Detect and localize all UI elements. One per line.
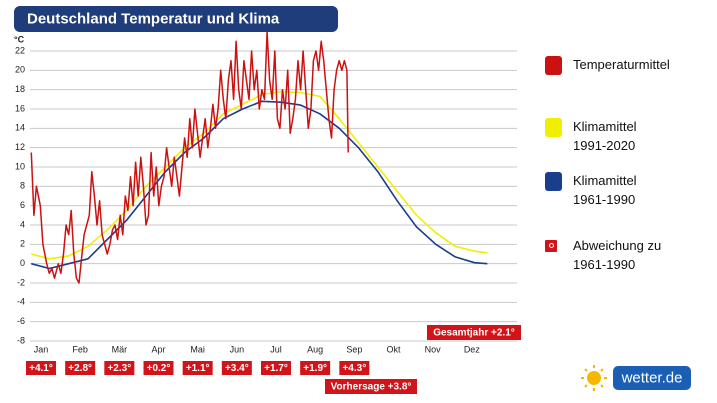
logo-sun [581,365,607,391]
x-tick-label: Jul [270,344,282,354]
deviation-box [26,361,56,375]
legend-entry: Temperaturmittel [573,57,670,72]
series-line [31,90,488,260]
deviation-label: +4.1° [29,363,53,374]
x-tick-label: Nov [425,344,442,354]
y-tick-label: 8 [20,181,25,191]
deviation-label: +3.4° [225,363,249,374]
y-tick-label: 16 [15,103,25,113]
x-tick-label: Dez [464,344,481,354]
deviation-box [300,361,331,375]
deviation-label: +2.8° [68,363,92,374]
y-tick-label: 22 [15,45,25,55]
y-tick-label: -8 [17,335,25,345]
deviation-box [339,361,370,375]
legend-entry: Abweichung zu 1961-1990 [573,238,662,272]
x-tick-label: Mai [190,344,205,354]
y-tick-label: 0 [20,258,25,268]
deviation-box [65,361,96,375]
forecast-label: Vorhersage +3.8° [331,382,412,393]
y-tick-label: -4 [17,297,25,307]
x-tick-label: Mär [112,344,128,354]
y-tick-label: 18 [15,84,25,94]
x-tick-label: Aug [307,344,323,354]
deviation-label: +1.1° [186,363,210,374]
deviation-box [143,361,174,375]
x-tick-label: Apr [151,344,165,354]
y-tick-label: 2 [20,239,25,249]
y-unit: °C [14,34,25,44]
deviation-box [104,361,135,375]
grid [30,50,517,342]
y-tick-label: 20 [15,65,25,75]
legend-swatch [545,172,562,191]
deviation-label: +4.3° [342,363,366,374]
x-tick-label: Sep [346,344,362,354]
deviation-label: +2.3° [107,363,131,374]
series-line [30,30,349,284]
y-tick-label: -6 [17,316,25,326]
y-tick-label: 12 [15,142,25,152]
x-tick-label: Jun [230,344,245,354]
legend-swatch [545,240,557,252]
logo-box [613,366,691,390]
deviation-label: +0.2° [147,363,171,374]
legend-swatch [545,118,562,137]
y-tick-label: 6 [20,200,25,210]
forecast-box [325,379,417,394]
logo: wetter.de [621,369,683,386]
deviation-box [221,361,252,375]
chart-title: Deutschland Temperatur und Klima [27,10,280,27]
y-tick-label: 4 [20,219,25,229]
y-tick-label: 14 [15,123,25,133]
deviation-label: +1.7° [264,363,288,374]
y-tick-label: -2 [17,277,25,287]
deviation-box [260,361,291,375]
series-line [31,100,488,270]
annual-label: Gesamtjahr +2.1° [433,328,515,339]
legend-entry: Klimamittel 1961-1990 [573,173,637,207]
x-tick-label: Okt [386,344,401,354]
y-tick-label: 10 [15,161,25,171]
deviation-label: +1.9° [303,363,327,374]
x-tick-label: Jan [34,344,49,354]
deviation-box [182,361,213,375]
x-tick-label: Feb [72,344,88,354]
legend-swatch [545,56,562,75]
title-box [14,6,338,32]
annual-box [427,325,521,340]
legend-entry: Klimamittel 1991-2020 [573,119,637,153]
